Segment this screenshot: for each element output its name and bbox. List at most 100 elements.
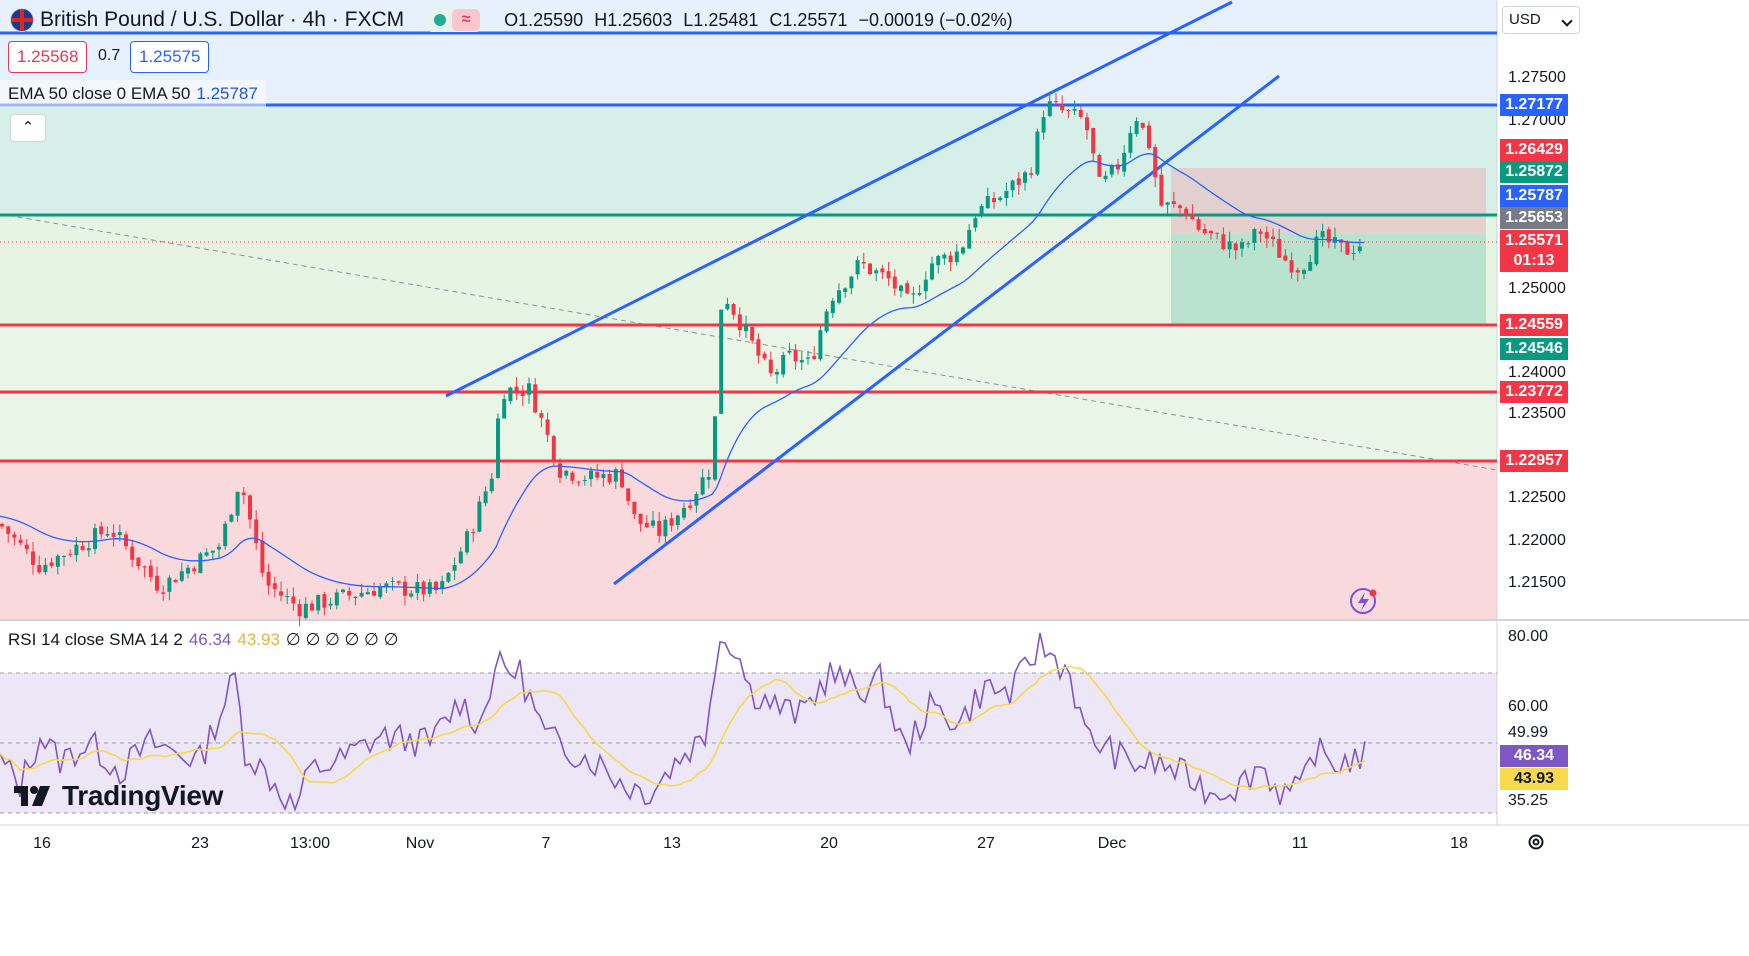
- candle-body: [272, 583, 277, 590]
- candle-body: [229, 514, 234, 522]
- tradingview-wordmark: TradingView: [62, 780, 224, 811]
- ema-legend-value: 1.25787: [196, 84, 258, 103]
- candle-body: [923, 279, 928, 292]
- candle-body: [372, 591, 376, 596]
- candle-body: [719, 309, 724, 414]
- channel-upper-line[interactable]: [445, 0, 1233, 398]
- price-label: 1.22957: [1500, 450, 1568, 472]
- sell-button[interactable]: 1.25568: [8, 41, 88, 73]
- candle-body: [1184, 208, 1189, 216]
- candle-body: [849, 276, 854, 289]
- candle-body: [1134, 121, 1139, 135]
- candle-body: [775, 371, 779, 375]
- candle-body: [570, 472, 575, 481]
- candle-body: [1066, 110, 1071, 112]
- candle-body: [279, 591, 283, 596]
- candle-body: [223, 523, 228, 547]
- candle-body: [12, 534, 17, 538]
- rsi-axis-tick: 35.25: [1508, 792, 1549, 809]
- candle-body: [1010, 180, 1015, 191]
- candle-body: [806, 357, 810, 359]
- candle-body: [1202, 228, 1207, 234]
- price-label: 1.27177: [1500, 94, 1568, 116]
- candle-body: [620, 469, 624, 488]
- candle-body: [1289, 260, 1294, 273]
- rsi-sma-line: [0, 665, 1366, 790]
- candle-body: [874, 270, 879, 274]
- time-axis-tick: 11: [1291, 835, 1309, 852]
- candle-body: [520, 393, 525, 396]
- candle-body: [80, 546, 85, 550]
- gear-icon[interactable]: [1526, 832, 1546, 852]
- candle-body: [682, 507, 686, 518]
- price-label: 01:13: [1500, 250, 1568, 272]
- candle-body: [310, 603, 314, 611]
- candle-body: [440, 581, 445, 589]
- candle-body: [192, 568, 197, 572]
- candle-body: [403, 581, 407, 596]
- candle-body: [86, 548, 91, 551]
- candle-body: [942, 254, 947, 259]
- tradingview-logo[interactable]: TradingView: [12, 780, 223, 812]
- rsi-axis-tick: 80.00: [1508, 628, 1549, 645]
- candle-body: [0, 523, 4, 527]
- candle-body: [1302, 270, 1306, 274]
- candle-body: [496, 418, 500, 478]
- candle-body: [737, 314, 742, 331]
- candle-body: [638, 513, 643, 524]
- position-stop-zone[interactable]: [1171, 168, 1486, 234]
- candle-body: [1054, 101, 1058, 103]
- symbol-header: British Pound / U.S. Dollar · 4h · FXCM …: [0, 0, 1013, 40]
- lightning-icon[interactable]: [1350, 588, 1377, 614]
- rsi-legend[interactable]: RSI 14 close SMA 14 2 46.34 43.93 ∅ ∅ ∅ ∅ ∅…: [8, 630, 398, 650]
- candle-body: [824, 311, 829, 332]
- candle-body: [1221, 234, 1226, 250]
- candle-body: [1109, 165, 1114, 175]
- candle-body: [341, 589, 345, 593]
- candle-body: [477, 501, 482, 532]
- candle-body: [1357, 246, 1362, 252]
- candle-body: [1252, 229, 1257, 243]
- candle-body: [1085, 117, 1089, 131]
- candle-body: [1314, 236, 1319, 265]
- candle-body: [651, 520, 655, 526]
- rsi-zero-values: ∅ ∅ ∅ ∅ ∅ ∅: [285, 630, 399, 649]
- channel-lower-line[interactable]: [613, 74, 1280, 586]
- candle-body: [558, 463, 562, 478]
- price-axis-tick: 1.25000: [1508, 280, 1566, 297]
- chevron-up-icon[interactable]: ⌃: [10, 114, 46, 142]
- candle-body: [582, 480, 587, 482]
- candle-body: [124, 534, 128, 547]
- dashed-trendline[interactable]: [0, 213, 1498, 471]
- symbol-title[interactable]: British Pound / U.S. Dollar · 4h · FXCM: [40, 8, 405, 31]
- candle-body: [1035, 131, 1040, 175]
- candle-body: [43, 564, 48, 573]
- candle-body: [632, 501, 637, 514]
- candle-body: [1023, 172, 1027, 183]
- candle-body: [266, 571, 271, 586]
- currency-select[interactable]: USD: [1502, 6, 1580, 34]
- price-axis-tick: 1.27500: [1508, 69, 1566, 86]
- candle-body: [204, 552, 209, 556]
- price-label: 1.25571: [1500, 230, 1568, 252]
- ohlc-values: O1.25590 H1.25603 L1.25481 C1.25571 −0.0…: [504, 10, 1013, 31]
- market-status[interactable]: ≈: [426, 8, 483, 32]
- candle-body: [1004, 191, 1009, 199]
- candle-body: [148, 565, 153, 578]
- buy-button[interactable]: 1.25575: [130, 41, 210, 73]
- rsi-sma-value: 43.93: [237, 630, 280, 649]
- candle-body: [1320, 231, 1325, 238]
- candle-body: [74, 544, 79, 556]
- candle-body: [799, 360, 804, 363]
- ema-legend[interactable]: EMA 50 close 0 EMA 50 1.25787: [0, 80, 266, 108]
- ohlc-change: −0.00019 (−0.02%): [858, 9, 1013, 30]
- candle-body: [173, 579, 178, 583]
- price-axis-tick: 1.23500: [1508, 405, 1566, 422]
- candle-body: [62, 555, 66, 557]
- price-axis-tick: 1.22500: [1508, 489, 1566, 506]
- price-label: 1.25872: [1500, 161, 1568, 183]
- candle-body: [1233, 243, 1238, 251]
- candle-body: [899, 285, 903, 292]
